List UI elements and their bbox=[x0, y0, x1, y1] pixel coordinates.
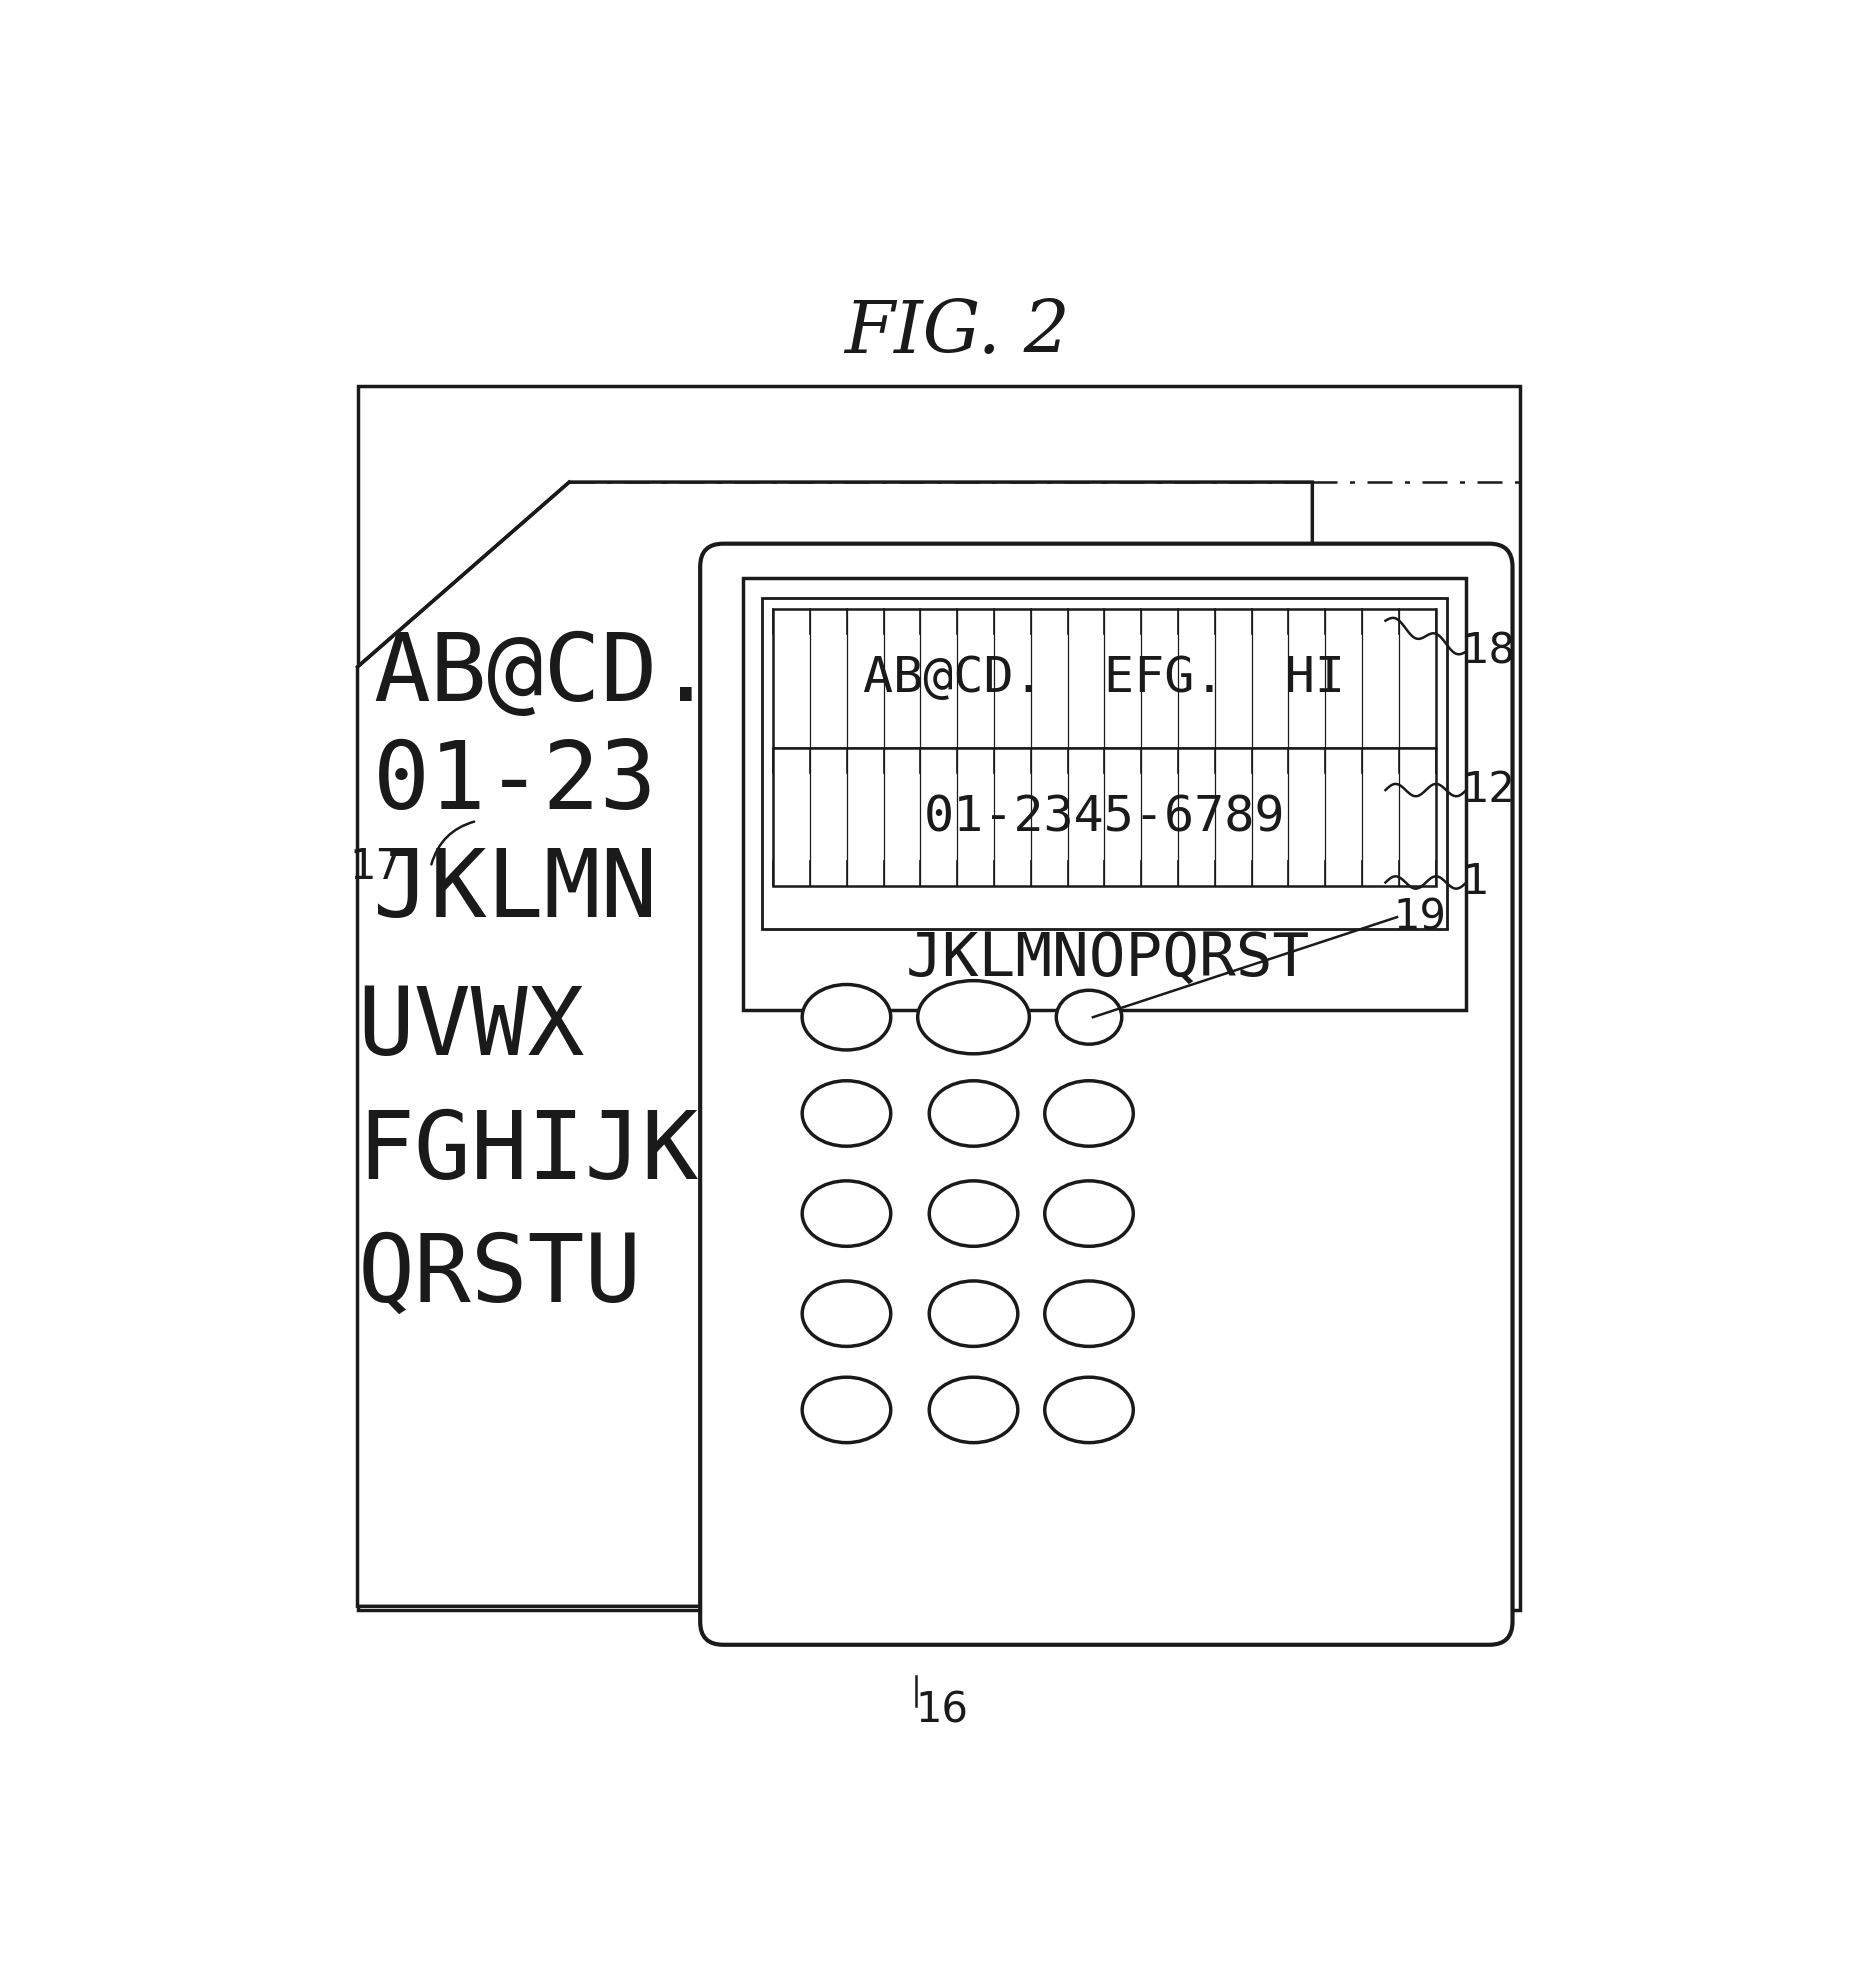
Polygon shape bbox=[357, 481, 1313, 1607]
Text: 19: 19 bbox=[1394, 896, 1446, 939]
Text: JKLMNOPQRST: JKLMNOPQRST bbox=[906, 931, 1309, 990]
Text: 1: 1 bbox=[1463, 862, 1489, 903]
Ellipse shape bbox=[801, 1180, 891, 1247]
Text: AB@CD.: AB@CD. bbox=[374, 628, 714, 721]
Ellipse shape bbox=[1044, 1180, 1134, 1247]
Text: AB@CD.  EFG.  HI: AB@CD. EFG. HI bbox=[863, 654, 1345, 703]
Ellipse shape bbox=[1055, 990, 1123, 1045]
Text: QRSTU: QRSTU bbox=[357, 1229, 643, 1322]
Bar bbox=[773, 609, 1435, 748]
Ellipse shape bbox=[1044, 1281, 1134, 1347]
Ellipse shape bbox=[801, 1281, 891, 1347]
Text: 18: 18 bbox=[1463, 630, 1515, 672]
Ellipse shape bbox=[801, 1377, 891, 1444]
Ellipse shape bbox=[1044, 1377, 1134, 1444]
Bar bbox=[357, 385, 1521, 1610]
Text: 17: 17 bbox=[349, 846, 403, 888]
Ellipse shape bbox=[801, 984, 891, 1051]
Ellipse shape bbox=[928, 1180, 1018, 1247]
Ellipse shape bbox=[928, 1080, 1018, 1147]
Text: UVWX: UVWX bbox=[357, 982, 585, 1076]
Ellipse shape bbox=[1044, 1080, 1134, 1147]
Ellipse shape bbox=[928, 1377, 1018, 1444]
Text: 12: 12 bbox=[1463, 770, 1515, 811]
Ellipse shape bbox=[928, 1281, 1018, 1347]
FancyBboxPatch shape bbox=[700, 544, 1513, 1644]
Text: 16: 16 bbox=[915, 1689, 969, 1730]
Text: FGHIJK: FGHIJK bbox=[357, 1106, 699, 1198]
Text: JKLMN: JKLMN bbox=[374, 845, 658, 937]
Bar bbox=[773, 748, 1435, 886]
Bar bbox=[762, 597, 1448, 929]
Text: 01-2345-6789: 01-2345-6789 bbox=[923, 793, 1285, 841]
Ellipse shape bbox=[917, 980, 1029, 1055]
Ellipse shape bbox=[801, 1080, 891, 1147]
Text: 01-23: 01-23 bbox=[374, 736, 658, 829]
Bar bbox=[742, 577, 1466, 1009]
Text: FIG. 2: FIG. 2 bbox=[844, 297, 1070, 367]
